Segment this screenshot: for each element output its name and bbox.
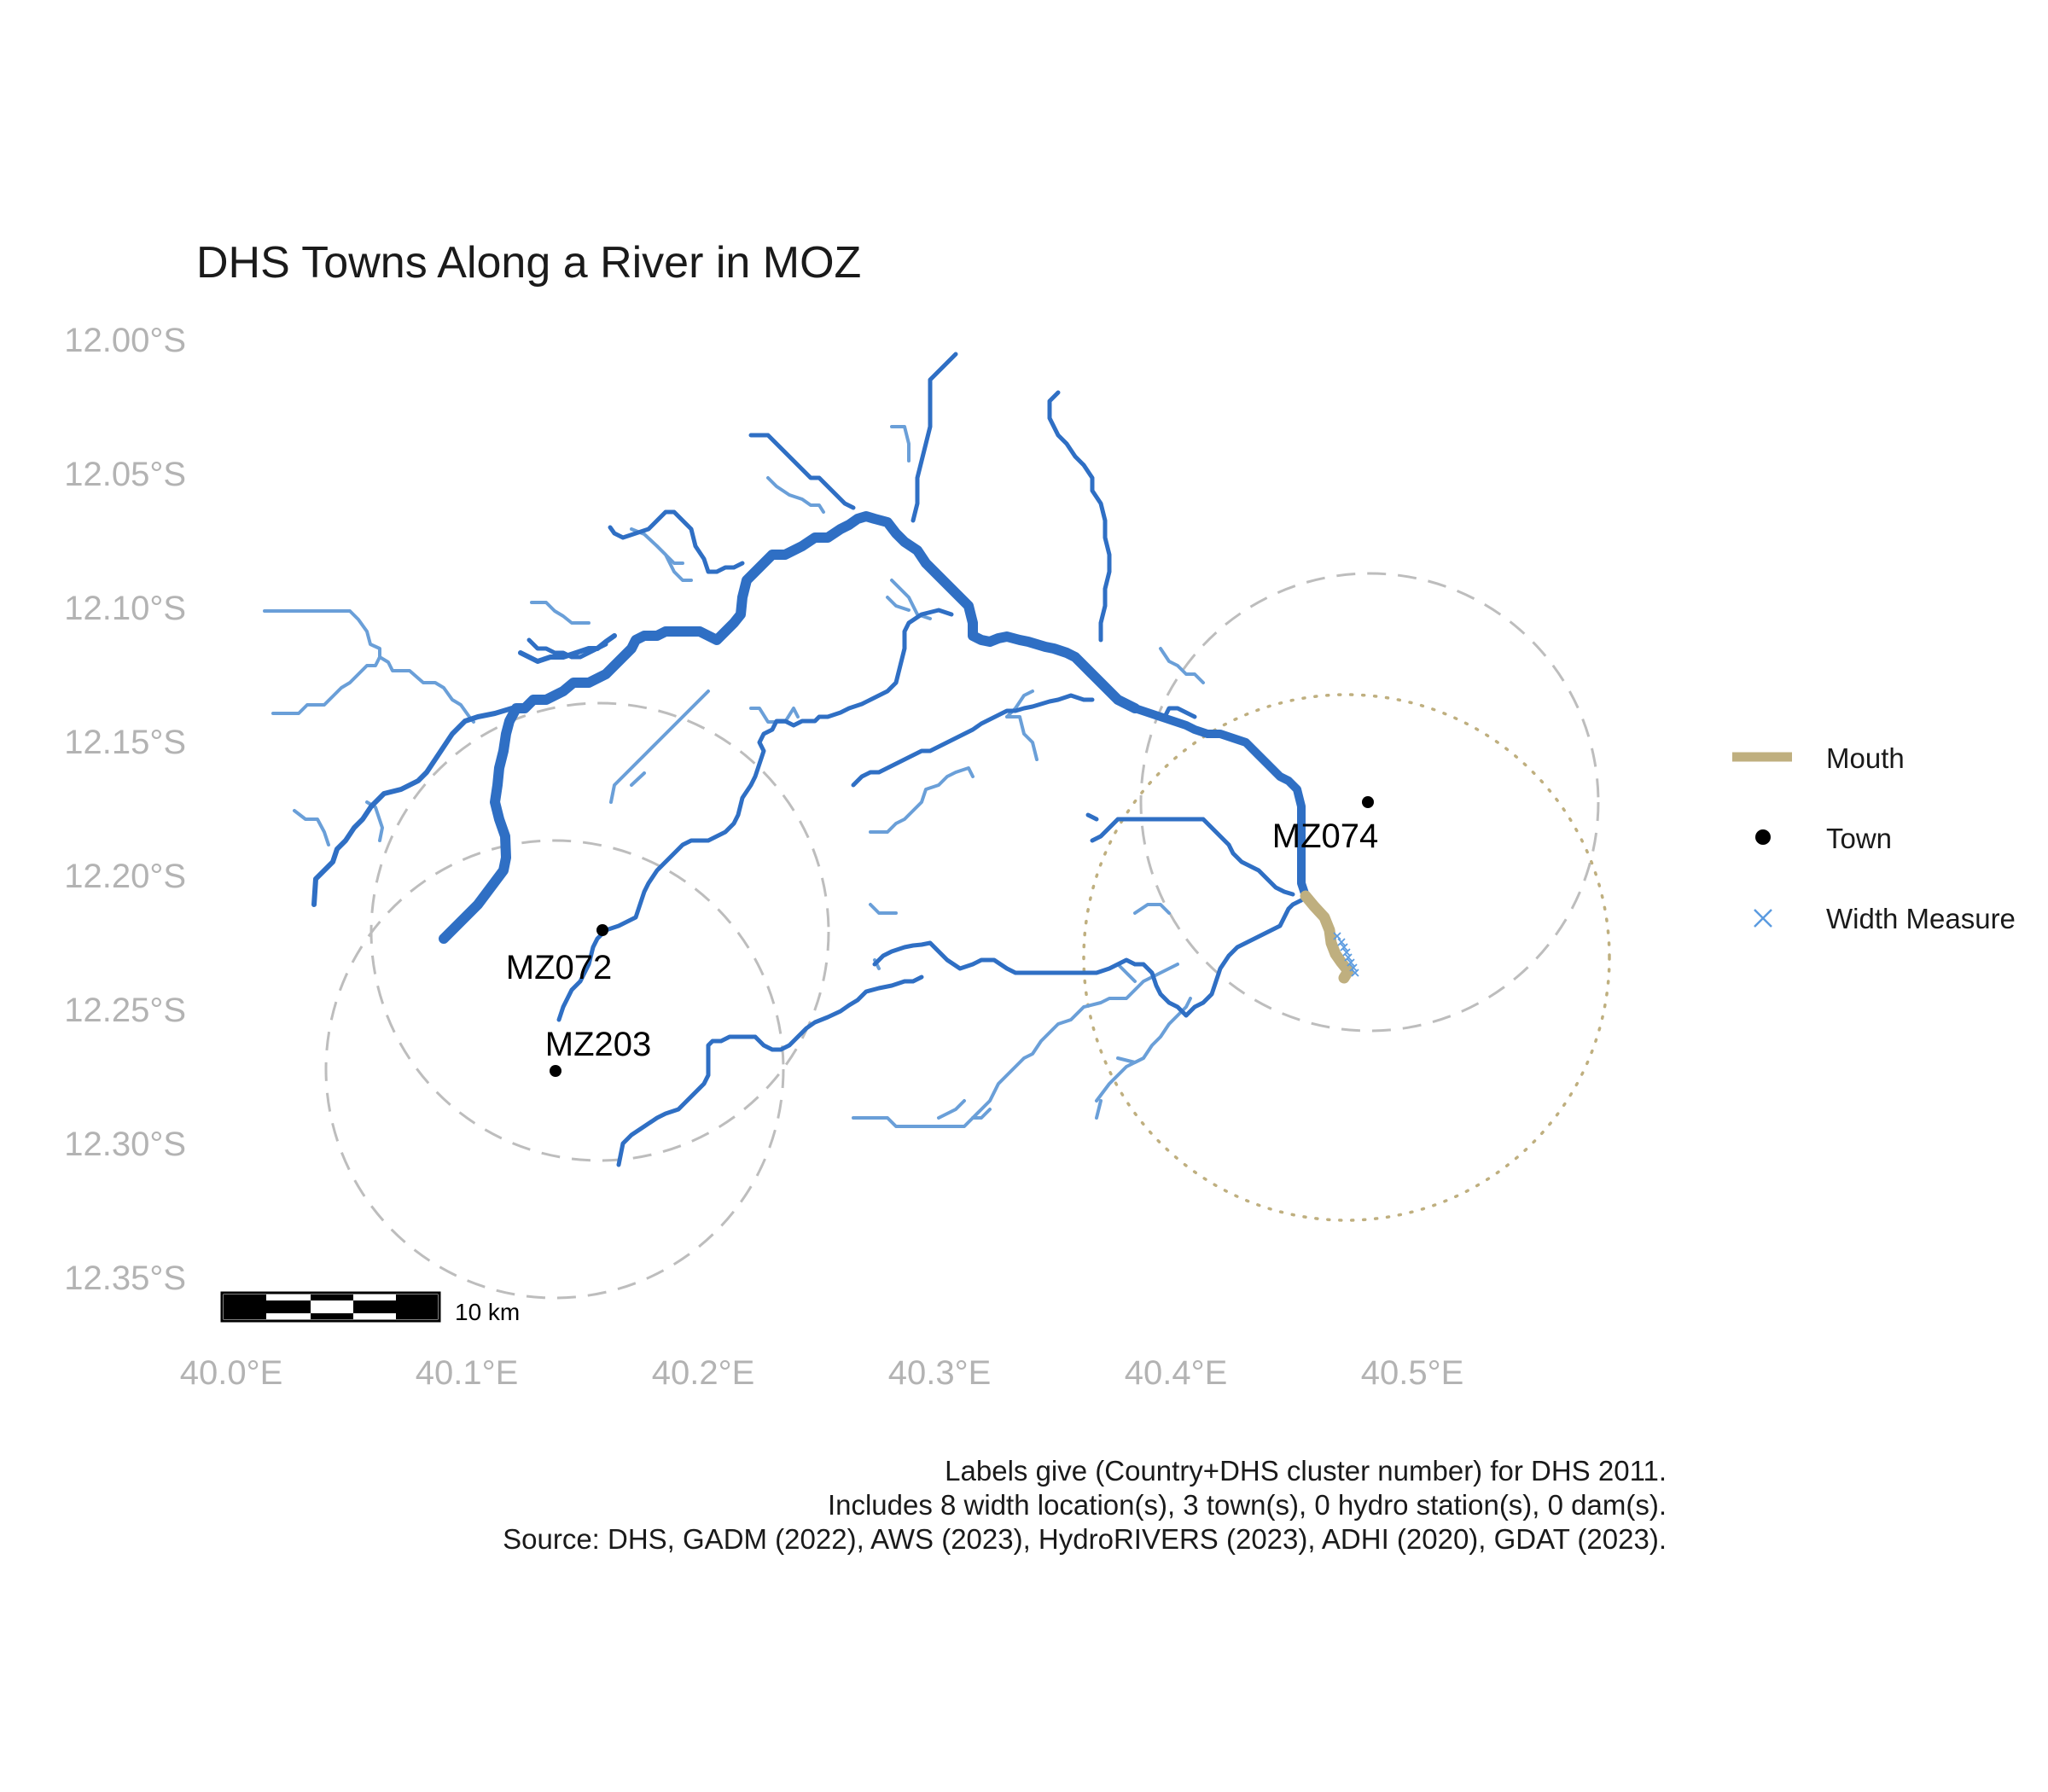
river-segment bbox=[556, 608, 954, 1022]
y-tick-label: 12.05°S bbox=[64, 456, 186, 493]
caption-line: Source: DHS, GADM (2022), AWS (2023), Hy… bbox=[503, 1523, 1667, 1555]
map-title: DHS Towns Along a River in MOZ bbox=[196, 238, 861, 288]
river-segment bbox=[1085, 812, 1099, 822]
river-segment bbox=[1090, 817, 1295, 897]
river-segment bbox=[890, 425, 911, 463]
legend: Mouth Town Width Measure bbox=[1732, 742, 2016, 934]
buffer-circles bbox=[324, 572, 1611, 1300]
scale-bar-segment bbox=[224, 1295, 266, 1319]
scale-bar-segment bbox=[311, 1295, 353, 1300]
river-segment bbox=[263, 609, 475, 724]
town-point bbox=[550, 1065, 561, 1077]
x-tick-label: 40.4°E bbox=[1125, 1354, 1228, 1392]
legend-width-measure-label: Width Measure bbox=[1826, 903, 2016, 934]
river-segment bbox=[937, 1099, 966, 1120]
y-tick-label: 12.30°S bbox=[64, 1126, 186, 1163]
river-segment bbox=[749, 707, 800, 724]
river-segment bbox=[1005, 715, 1039, 761]
legend-town-key bbox=[1755, 829, 1771, 845]
river-segment bbox=[886, 596, 911, 612]
river-segment bbox=[766, 476, 825, 514]
scale-bar-segment bbox=[311, 1313, 353, 1319]
y-axis: 12.00°S 12.05°S 12.10°S 12.15°S 12.20°S … bbox=[64, 322, 186, 1297]
y-tick-label: 12.35°S bbox=[64, 1260, 186, 1297]
x-axis: 40.0°E 40.1°E 40.2°E 40.3°E 40.4°E 40.5°… bbox=[180, 1354, 1464, 1392]
mouth-buffer-circle bbox=[1082, 693, 1611, 1222]
width-measure-marker bbox=[1337, 938, 1346, 946]
legend-town-label: Town bbox=[1826, 823, 1892, 854]
river-segment bbox=[1184, 898, 1304, 1018]
river-segment bbox=[869, 766, 975, 834]
town-point bbox=[1362, 796, 1374, 808]
town-label: MZ074 bbox=[1272, 817, 1379, 855]
river-mouth bbox=[1300, 890, 1354, 984]
river-segment bbox=[1116, 963, 1137, 983]
scale-bar-segment bbox=[266, 1300, 311, 1313]
river-segment bbox=[748, 433, 856, 510]
river-segment bbox=[311, 706, 515, 907]
river-segment bbox=[527, 637, 608, 660]
scale-bar-label: 10 km bbox=[455, 1299, 520, 1325]
width-measure-marker bbox=[1347, 958, 1355, 967]
width-measure-marker bbox=[1342, 948, 1351, 957]
width-measure-marker bbox=[1351, 969, 1359, 977]
river-segment bbox=[271, 655, 381, 715]
river-segment bbox=[608, 509, 745, 574]
x-tick-label: 40.5°E bbox=[1361, 1354, 1464, 1392]
width-measure-marker bbox=[1344, 953, 1353, 962]
x-tick-label: 40.2°E bbox=[652, 1354, 755, 1392]
scale-bar-segment bbox=[353, 1300, 396, 1313]
towns: MZ072 MZ203 MZ074 bbox=[506, 796, 1379, 1077]
river-segment bbox=[530, 601, 591, 625]
scale-bar: 10 km bbox=[220, 1291, 520, 1325]
main-rivers bbox=[311, 352, 1310, 1167]
y-tick-label: 12.10°S bbox=[64, 590, 186, 627]
caption: Labels give (Country+DHS cluster number)… bbox=[503, 1455, 1667, 1555]
river-segment bbox=[293, 809, 330, 847]
river-segment bbox=[1133, 903, 1171, 915]
river-segment bbox=[630, 771, 646, 787]
river-segment bbox=[609, 689, 710, 804]
y-tick-label: 12.20°S bbox=[64, 858, 186, 895]
river-segment bbox=[1095, 997, 1192, 1103]
river-segment bbox=[911, 352, 958, 523]
river-segment bbox=[851, 693, 1095, 788]
river-segment bbox=[655, 544, 693, 582]
main-river-lower bbox=[1131, 704, 1310, 900]
river-segment bbox=[1116, 1056, 1145, 1064]
river-segment bbox=[616, 975, 924, 1167]
width-measure-marker bbox=[1340, 943, 1348, 951]
y-tick-label: 12.00°S bbox=[64, 322, 186, 359]
mouth-line bbox=[1300, 890, 1354, 984]
caption-line: Labels give (Country+DHS cluster number)… bbox=[945, 1455, 1667, 1487]
river-segment bbox=[869, 903, 898, 915]
x-tick-label: 40.3°E bbox=[888, 1354, 992, 1392]
river-segment bbox=[872, 940, 1189, 1018]
main-river-trunk bbox=[439, 511, 1140, 944]
river-segment bbox=[1159, 647, 1205, 684]
town-buffer-circle bbox=[324, 839, 785, 1300]
legend-width-measure-key bbox=[1754, 909, 1772, 928]
x-tick-label: 40.1°E bbox=[416, 1354, 519, 1392]
town-buffer-circle bbox=[1139, 572, 1600, 1033]
minor-rivers bbox=[263, 425, 1205, 1128]
town-point bbox=[596, 924, 608, 936]
river-segment bbox=[1095, 1099, 1103, 1120]
caption-line: Includes 8 width location(s), 3 town(s),… bbox=[828, 1489, 1667, 1521]
scale-bar-segment bbox=[396, 1295, 438, 1319]
y-tick-label: 12.25°S bbox=[64, 992, 186, 1029]
town-label: MZ072 bbox=[506, 949, 613, 986]
width-measures bbox=[1333, 932, 1359, 977]
legend-mouth-label: Mouth bbox=[1826, 742, 1905, 774]
river-segment bbox=[1047, 390, 1112, 643]
width-measure-marker bbox=[1333, 932, 1341, 940]
river-segment bbox=[1162, 706, 1197, 719]
river-segment bbox=[852, 963, 1179, 1128]
y-tick-label: 12.15°S bbox=[64, 724, 186, 761]
x-tick-label: 40.0°E bbox=[180, 1354, 283, 1392]
river-segment bbox=[971, 1108, 992, 1120]
town-label: MZ203 bbox=[545, 1026, 652, 1063]
width-measure-marker bbox=[1349, 963, 1358, 972]
